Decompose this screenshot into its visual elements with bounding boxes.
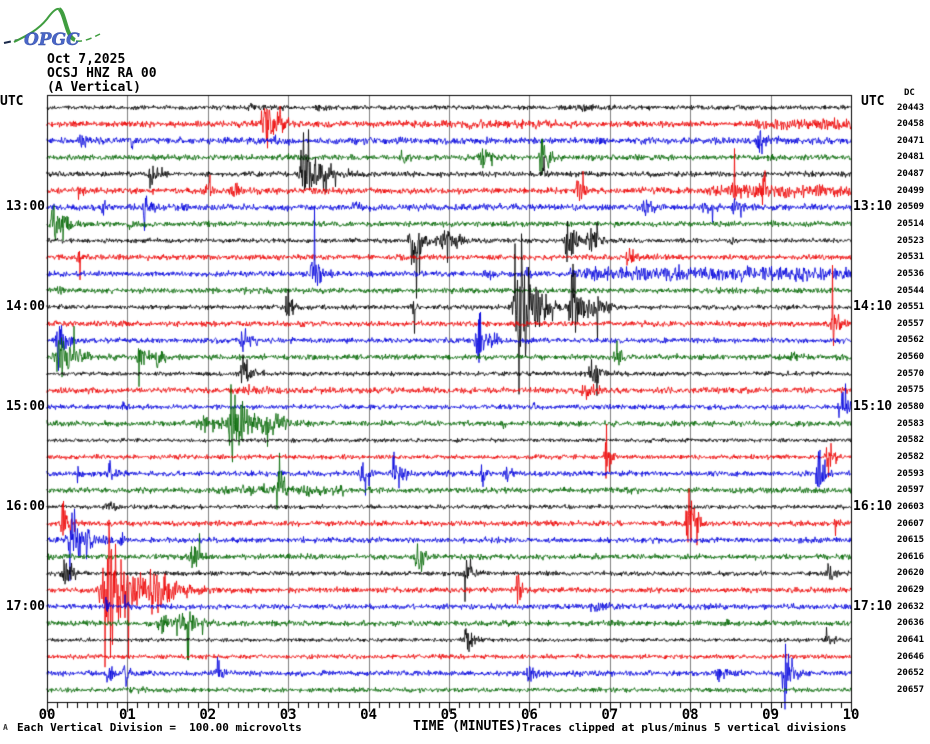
dc-value: 20603 xyxy=(897,501,925,512)
x-tick-label: 05 xyxy=(440,707,458,723)
dc-value: 20557 xyxy=(897,318,925,329)
opgc-logo: OPGC xyxy=(3,7,101,50)
dc-value: 20544 xyxy=(897,285,925,296)
dc-value: 20620 xyxy=(897,568,925,579)
logo-mountain-icon xyxy=(13,7,60,43)
logo-dash-right-icon xyxy=(75,33,101,42)
x-tick-label: 04 xyxy=(360,707,378,723)
dc-value: 20514 xyxy=(897,218,925,229)
x-tick-label: 06 xyxy=(520,707,538,723)
dc-value: 20575 xyxy=(897,385,925,396)
dc-value: 20636 xyxy=(897,618,925,629)
dc-value: 20536 xyxy=(897,268,925,279)
dc-value: 20582 xyxy=(897,435,925,446)
dc-value: 20509 xyxy=(897,202,925,213)
dc-value: 20499 xyxy=(897,185,925,196)
x-tick-label: 02 xyxy=(199,707,217,723)
dc-value: 20582 xyxy=(897,451,925,462)
footer-scale-label: Each Vertical Division = 100.00 microvol… xyxy=(17,721,302,734)
time-label-right: 13:10 xyxy=(853,199,893,215)
logo-mountain-peak-icon xyxy=(57,7,76,42)
dc-value: 20531 xyxy=(897,252,925,263)
x-tick-label: 07 xyxy=(601,707,619,723)
x-tick-label: 10 xyxy=(842,707,860,723)
dc-value: 20443 xyxy=(897,102,925,113)
dc-value: 20471 xyxy=(897,135,925,146)
time-label-left: 17:00 xyxy=(5,598,45,614)
dc-value: 20607 xyxy=(897,518,925,529)
dc-value: 20481 xyxy=(897,152,925,163)
dc-value: 20646 xyxy=(897,651,925,662)
component-label: (A Vertical) xyxy=(47,80,141,95)
utc-left-label: UTC xyxy=(0,94,24,109)
dc-value: 20570 xyxy=(897,368,925,379)
x-tick-label: 08 xyxy=(681,707,699,723)
time-label-left: 14:00 xyxy=(5,299,45,315)
dc-value: 20562 xyxy=(897,335,925,346)
time-label-right: 17:10 xyxy=(853,598,893,614)
corner-mark: A xyxy=(3,723,8,732)
x-tick-label: 09 xyxy=(762,707,780,723)
x-tick-label: 03 xyxy=(279,707,297,723)
utc-right-label: UTC xyxy=(861,94,885,109)
logo-text: OPGC xyxy=(24,30,80,50)
x-tick-label: 01 xyxy=(118,707,136,723)
footer-clip-label: Traces clipped at plus/minus 5 vertical … xyxy=(522,721,847,734)
date-label: Oct 7,2025 xyxy=(47,52,126,67)
time-label-left: 15:00 xyxy=(5,399,45,415)
time-label-right: 14:10 xyxy=(853,299,893,315)
dc-value: 20487 xyxy=(897,169,925,180)
dc-value: 20616 xyxy=(897,551,925,562)
dc-value: 20458 xyxy=(897,119,925,130)
x-tick-label: 00 xyxy=(38,707,56,723)
dc-value: 20551 xyxy=(897,302,925,313)
dc-value: 20580 xyxy=(897,402,925,413)
station-label: OCSJ HNZ RA 00 xyxy=(47,66,157,81)
dc-value: 20593 xyxy=(897,468,925,479)
dc-value: 20560 xyxy=(897,352,925,363)
time-label-right: 15:10 xyxy=(853,399,893,415)
dc-value: 20641 xyxy=(897,634,925,645)
dc-column-header: DC xyxy=(904,88,915,98)
dc-value: 20597 xyxy=(897,485,925,496)
time-label-left: 16:00 xyxy=(5,498,45,514)
dc-value: 20657 xyxy=(897,684,925,695)
time-label-right: 16:10 xyxy=(853,498,893,514)
dc-value: 20615 xyxy=(897,535,925,546)
x-axis-title: TIME (MINUTES) xyxy=(413,719,523,734)
dc-value: 20523 xyxy=(897,235,925,246)
dc-value: 20652 xyxy=(897,668,925,679)
dc-value: 20629 xyxy=(897,585,925,596)
dc-value: 20632 xyxy=(897,601,925,612)
dc-value: 20583 xyxy=(897,418,925,429)
time-label-left: 13:00 xyxy=(5,199,45,215)
